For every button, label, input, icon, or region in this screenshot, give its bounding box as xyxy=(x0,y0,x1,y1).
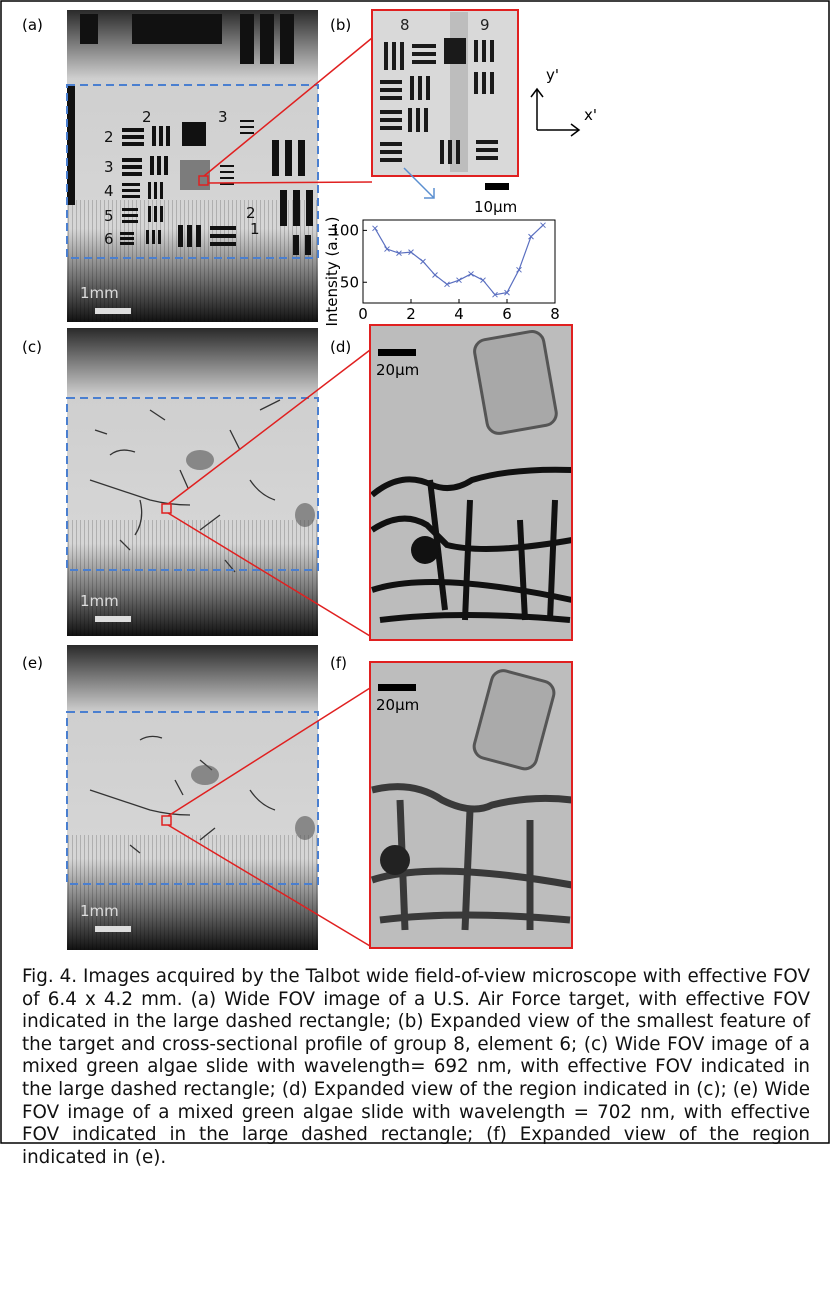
x-tick-label: 2 xyxy=(406,305,416,323)
image-b xyxy=(372,10,518,176)
plot-frame xyxy=(363,220,555,303)
axis-indicator-label: y' xyxy=(546,66,559,84)
scale-label: 20µm xyxy=(376,696,419,714)
panel-label: (b) xyxy=(330,16,351,34)
element-label: 6 xyxy=(104,230,114,248)
group-label: 8 xyxy=(400,16,410,34)
x-tick-label: 4 xyxy=(454,305,464,323)
group-label: 9 xyxy=(480,16,490,34)
zoom-line xyxy=(208,182,372,183)
element-label: 2 xyxy=(104,128,114,146)
element-label: 4 xyxy=(104,182,114,200)
scale-label: 20µm xyxy=(376,361,419,379)
profile-line xyxy=(375,225,543,295)
figure-page: (a) 2 3 2 3 4 xyxy=(0,0,830,1296)
panel-label: (a) xyxy=(22,16,43,34)
panel-label: (e) xyxy=(22,654,43,672)
scale-label: 1mm xyxy=(80,592,119,610)
scale-bar xyxy=(378,349,416,356)
element-label: 3 xyxy=(104,158,114,176)
scale-label: 1mm xyxy=(80,902,119,920)
data-point xyxy=(421,259,426,264)
x-tick-label: 8 xyxy=(550,305,560,323)
x-tick-label: 0 xyxy=(358,305,368,323)
y-tick-label: 50 xyxy=(340,273,359,291)
element-label: 5 xyxy=(104,207,114,225)
axis-indicator-label: x' xyxy=(584,106,597,124)
data-point xyxy=(541,223,546,228)
panel-label: (d) xyxy=(330,338,351,356)
scale-label: 1mm xyxy=(80,284,119,302)
scale-label: 10µm xyxy=(474,198,517,216)
scale-bar xyxy=(378,684,416,691)
data-point xyxy=(373,226,378,231)
caption: Fig. 4. Images acquired by the Talbot wi… xyxy=(22,966,810,1169)
scale-bar xyxy=(95,308,131,314)
corner-label: 1 xyxy=(250,220,260,238)
axes-indicator xyxy=(531,89,579,136)
image-c xyxy=(67,328,318,636)
scale-bar xyxy=(95,926,131,932)
group-label: 2 xyxy=(142,108,152,126)
scale-bar xyxy=(95,616,131,622)
data-point xyxy=(481,278,486,283)
group-label: 3 xyxy=(218,108,228,126)
x-tick-label: 6 xyxy=(502,305,512,323)
y-axis-label: Intensity (a.u.) xyxy=(323,217,341,327)
scale-bar xyxy=(485,183,509,190)
data-point xyxy=(469,271,474,276)
panel-label: (c) xyxy=(22,338,42,356)
data-point xyxy=(433,272,438,277)
panel-label: (f) xyxy=(330,654,347,672)
